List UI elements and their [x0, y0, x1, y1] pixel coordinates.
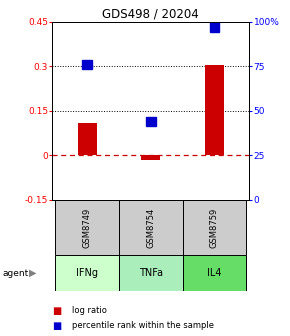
Text: percentile rank within the sample: percentile rank within the sample: [72, 322, 215, 330]
Text: GSM8759: GSM8759: [210, 208, 219, 248]
Bar: [78, 123, 97, 155]
Bar: [141, 155, 160, 160]
Bar: [183, 200, 246, 255]
Text: TNFa: TNFa: [139, 268, 163, 278]
Bar: [205, 65, 224, 155]
Text: ■: ■: [52, 321, 61, 331]
Text: GSM8749: GSM8749: [83, 208, 92, 248]
Title: GDS498 / 20204: GDS498 / 20204: [102, 8, 199, 21]
Text: ■: ■: [52, 306, 61, 316]
Bar: [82, 60, 92, 69]
Bar: [55, 255, 119, 291]
Text: log ratio: log ratio: [72, 306, 107, 315]
Bar: [119, 255, 183, 291]
Bar: [55, 200, 119, 255]
Bar: [183, 255, 246, 291]
Text: ▶: ▶: [29, 268, 37, 278]
Text: IL4: IL4: [207, 268, 222, 278]
Text: IFNg: IFNg: [76, 268, 98, 278]
Bar: [119, 200, 183, 255]
Bar: [210, 23, 219, 32]
Text: agent: agent: [3, 268, 29, 278]
Bar: [146, 117, 155, 126]
Text: GSM8754: GSM8754: [146, 208, 155, 248]
